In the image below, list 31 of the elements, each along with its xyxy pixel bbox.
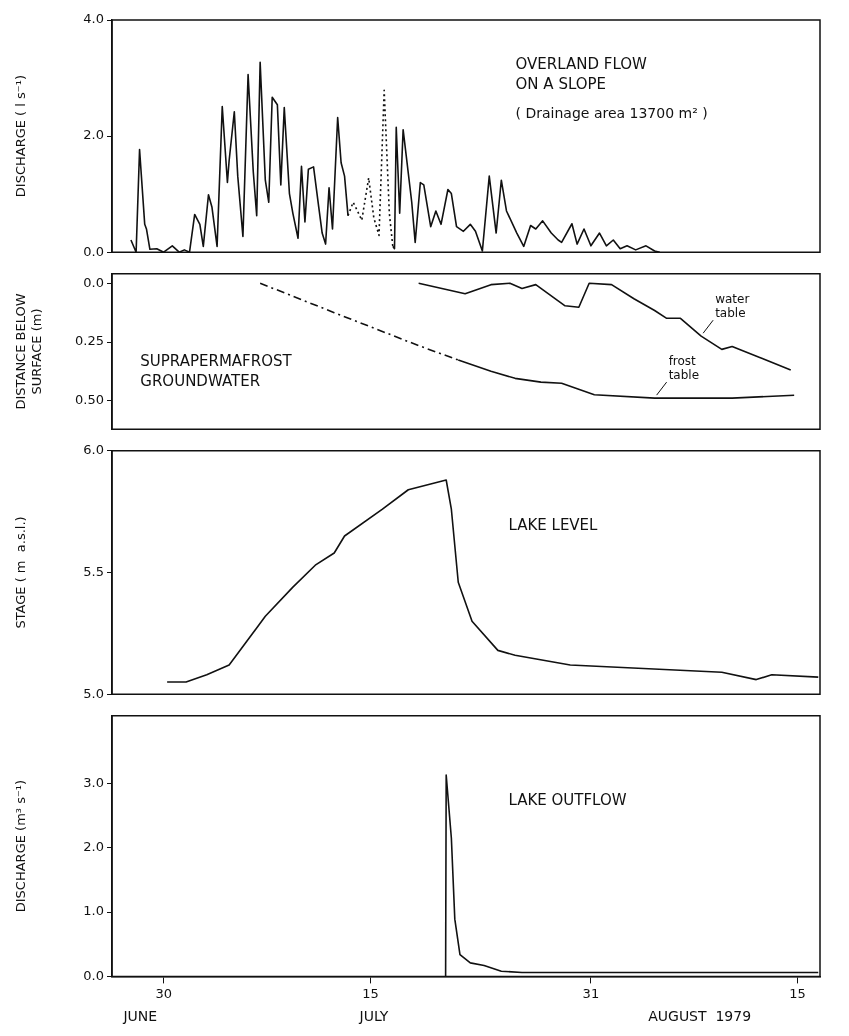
y-tick-label: 4.0: [83, 11, 104, 27]
x-tick-label: 15: [362, 985, 379, 1001]
text: ( Drainage area 13700 m² ): [515, 104, 708, 121]
text: LAKE OUTFLOW: [508, 791, 627, 810]
text: AUGUST 1979: [648, 1008, 752, 1025]
series-label: water table: [715, 292, 750, 321]
y-tick-label: 5.0: [83, 685, 104, 701]
y-tick-label: 0.0: [83, 967, 104, 983]
y-axis-title: STAGE ( m a.s.l.): [13, 516, 29, 629]
y-axis-title: DISTANCE BELOW SURFACE (m): [13, 293, 44, 410]
text: JUNE: [122, 1008, 158, 1025]
y-tick-label: 0.0: [83, 243, 104, 259]
series-label: frost table: [668, 354, 700, 383]
text: JULY: [358, 1008, 389, 1025]
x-tick-label: 31: [582, 985, 600, 1001]
x-tick-label: 15: [789, 985, 806, 1001]
y-tick-label: 1.0: [83, 903, 104, 919]
x-tick-label: 30: [155, 985, 172, 1001]
y-tick-label: 3.0: [83, 774, 104, 790]
y-tick-label: 0.50: [75, 392, 104, 408]
text: LAKE LEVEL: [508, 516, 599, 535]
text: SUPRAPERMAFROST GROUNDWATER: [140, 352, 293, 390]
y-tick-label: 2.0: [83, 839, 104, 855]
y-tick-label: 5.5: [83, 563, 104, 579]
y-tick-label: 6.0: [83, 442, 104, 458]
y-tick-label: 2.0: [83, 127, 104, 143]
y-axis-title: DISCHARGE ( l s⁻¹): [13, 75, 29, 198]
y-tick-label: 0.25: [75, 333, 104, 349]
text: OVERLAND FLOW ON A SLOPE: [515, 54, 648, 93]
y-axis-title: DISCHARGE (m³ s⁻¹): [13, 779, 29, 913]
y-tick-label: 0.0: [83, 274, 104, 290]
